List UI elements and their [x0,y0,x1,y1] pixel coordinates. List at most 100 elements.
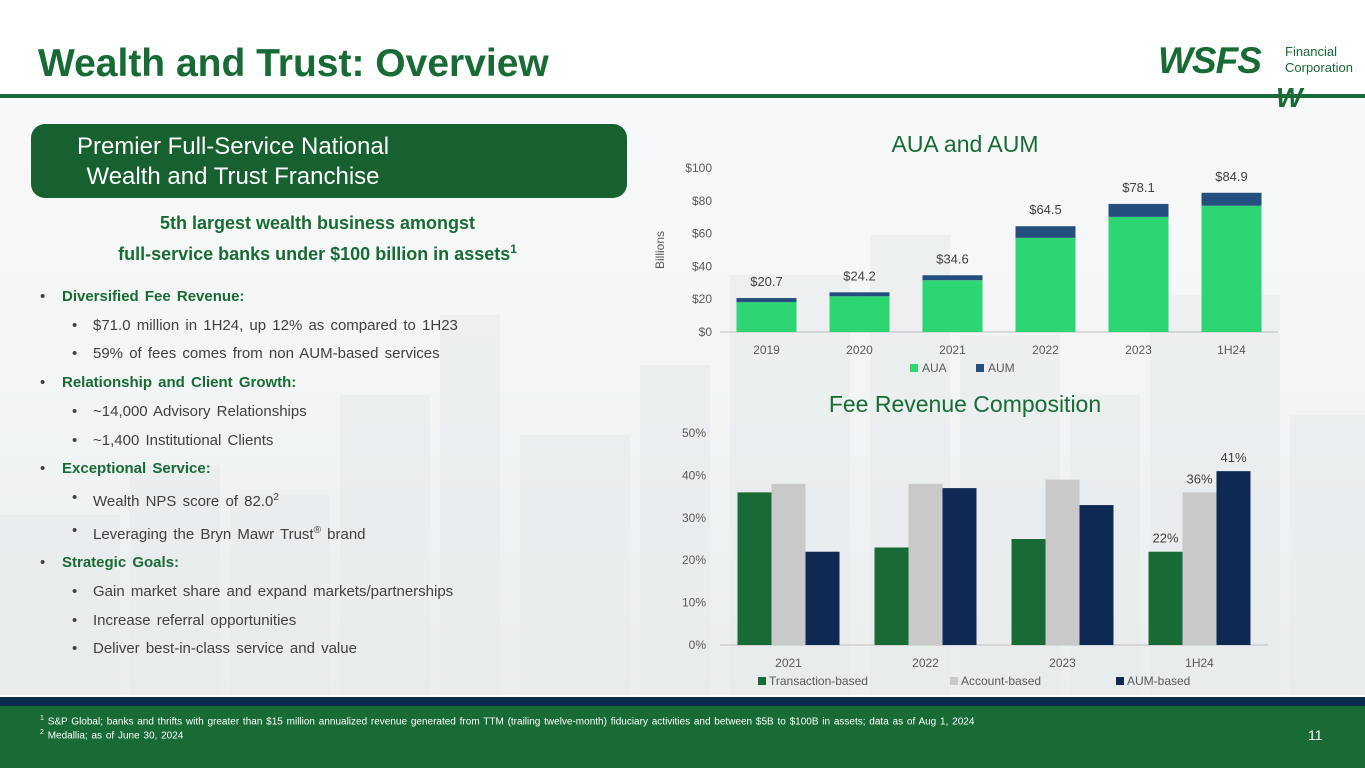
y-tick-label: $80 [692,194,712,208]
x-tick-label: 2022 [912,656,939,670]
legend-label: Account-based [961,674,1041,688]
charts-area: AUA and AUM Billions $0 $20 $40 $60 $80 $100 $20… [653,131,1278,688]
x-tick-label: 1H24 [1185,656,1214,670]
total-label: $34.6 [936,251,969,266]
fee-bar [1182,492,1217,645]
banner-line-2: Wealth and Trust Franchise [86,163,380,190]
bullet-item: ~1,400 Institutional Clients [40,427,600,456]
bullet-item: Increase referral opportunities [40,607,600,636]
bullet-item: Deliver best-in-class service and value [40,635,600,664]
legend-swatch-aua [910,364,918,372]
aua-bar [922,280,983,332]
footer-stripe [0,697,1365,706]
y-tick-label: 10% [682,596,706,610]
fee-bar [737,492,772,645]
franchise-banner: Premier Full-Service National Wealth and… [31,124,627,198]
chart-title: AUA and AUM [891,131,1038,157]
y-tick-label: $20 [692,292,712,306]
y-tick-label: 20% [682,553,706,567]
bullet-heading: Diversified Fee Revenue: [40,283,600,312]
total-label: $24.2 [843,268,876,283]
y-tick-label: $0 [699,325,713,339]
fee-bar [1148,551,1183,645]
highlight-line-1: 5th largest wealth business amongst [159,213,476,233]
bullet-item: Gain market share and expand markets/par… [40,578,600,607]
bullet-item: Leveraging the Bryn Mawr Trust® brand [40,517,600,550]
bullet-item: ~14,000 Advisory Relationships [40,398,600,427]
fee-bar [1011,539,1046,645]
legend-swatch-aum [976,364,984,372]
aum-bar [829,292,890,297]
fee-bar [805,551,840,645]
x-tick-label: 2022 [1032,343,1059,357]
x-tick-label: 1H24 [1217,343,1246,357]
chart-title: Fee Revenue Composition [829,391,1101,417]
ranking-highlight: 5th largest wealth business amongst full… [50,210,585,267]
aua-bar [1108,216,1169,332]
bullet-item: 59% of fees comes from non AUM-based ser… [40,340,600,369]
legend-label-aua: AUA [922,361,947,375]
banner-line-1: Premier Full-Service National [76,133,390,160]
y-tick-label: $100 [685,161,712,175]
y-tick-label: 30% [682,511,706,525]
aum-bar [1201,192,1262,206]
bullet-item: $71.0 million in 1H24, up 12% as compare… [40,312,600,341]
page-title: Wealth and Trust: Overview [38,42,549,85]
page-number: 11 [1308,727,1323,743]
aua-bar [736,302,797,332]
logo-w-mark: W [1276,82,1303,113]
x-tick-label: 2021 [775,656,802,670]
total-label: $84.9 [1215,169,1248,184]
fee-bar [1079,505,1114,645]
total-label: $64.5 [1029,202,1062,217]
footnote-2: 2 Medallia; as of June 30, 2024 [40,729,184,742]
aua-bar [1015,237,1076,332]
bullet-heading: Exceptional Service: [40,455,600,484]
wsfs-logo: WSFS Financial Corporation W [1158,40,1353,113]
fee-bar [908,483,943,645]
aum-bar [1015,226,1076,238]
footnote-1: 1 S&P Global; banks and thrifts with gre… [40,715,975,728]
x-tick-label: 2021 [939,343,966,357]
y-tick-label: 50% [682,426,706,440]
logo-subtitle: Financial Corporation [1285,44,1353,75]
bullet-heading: Relationship and Client Growth: [40,369,600,398]
data-label: 36% [1186,471,1212,486]
fee-bar [771,483,806,645]
legend-label: Transaction-based [769,674,868,688]
bullet-item: Wealth NPS score of 82.02 [40,484,600,517]
x-tick-label: 2019 [753,343,780,357]
data-label: 22% [1152,531,1178,546]
total-label: $20.7 [750,274,783,289]
x-tick-label: 2020 [846,343,873,357]
aum-bar [736,298,797,303]
aua-bar [1201,205,1262,332]
aum-bar [922,275,983,281]
bullet-heading: Strategic Goals: [40,549,600,578]
legend-label: AUM-based [1127,674,1190,688]
footer-band: 1 S&P Global; banks and thrifts with gre… [0,697,1365,768]
logo-wordmark: WSFS [1158,40,1262,81]
legend-label-aum: AUM [988,361,1015,375]
fee-bar [1216,471,1251,645]
total-label: $78.1 [1122,180,1155,195]
y-tick-label: $40 [692,259,712,273]
legend-swatch [758,677,766,685]
y-tick-label: $60 [692,227,712,241]
legend-swatch [950,677,958,685]
title-divider [0,94,1365,98]
data-label: 41% [1220,450,1246,465]
x-tick-label: 2023 [1125,343,1152,357]
x-tick-label: 2023 [1049,656,1076,670]
fee-bar [1045,479,1080,645]
legend-swatch [1116,677,1124,685]
aum-bar [1108,203,1169,217]
aua-bar [829,296,890,332]
fee-bar [874,547,909,645]
y-tick-label: 0% [689,638,707,652]
bullet-list: Diversified Fee Revenue:$71.0 million in… [40,283,600,664]
y-axis-label: Billions [653,231,667,269]
highlight-line-2: full-service banks under $100 billion in… [118,242,517,264]
y-tick-label: 40% [682,468,706,482]
fee-bar [942,488,977,645]
